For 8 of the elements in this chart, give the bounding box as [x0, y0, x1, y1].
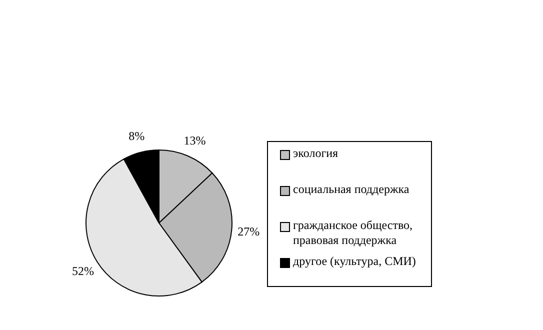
- legend-label: социальная поддержка: [293, 182, 410, 197]
- legend-label: гражданское общество, правовая поддержка: [293, 218, 414, 248]
- data-label: 8%: [128, 128, 145, 143]
- legend-label: другое (культура, СМИ): [293, 254, 416, 269]
- data-label: 13%: [184, 133, 206, 148]
- data-label: 27%: [238, 224, 260, 238]
- data-label: 52%: [72, 264, 94, 278]
- legend-label: экология: [293, 146, 338, 161]
